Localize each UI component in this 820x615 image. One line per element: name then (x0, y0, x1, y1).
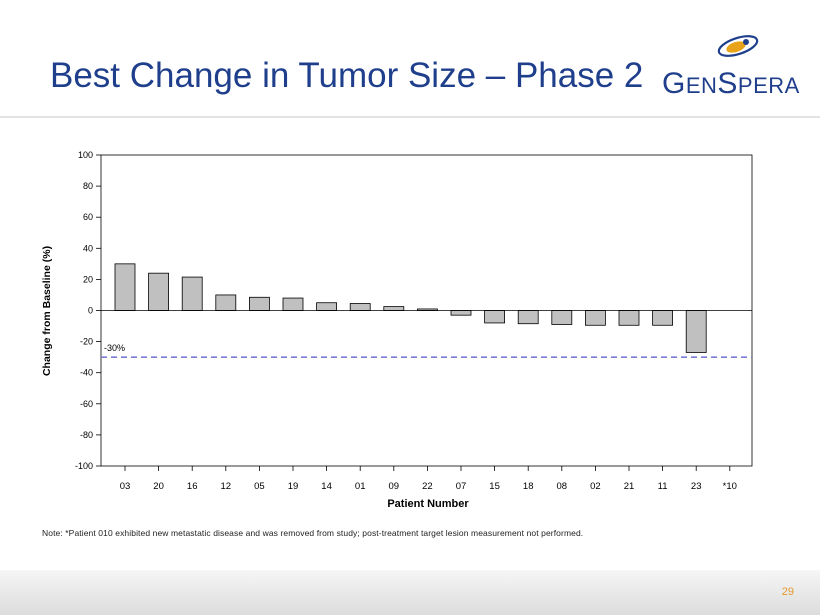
x-tick-label: 08 (557, 481, 568, 492)
x-tick-label: 15 (489, 481, 500, 492)
bar-08 (551, 310, 573, 325)
y-tick-label: 100 (78, 150, 93, 160)
y-tick-label: -100 (75, 461, 93, 471)
y-tick-label: 0 (88, 306, 93, 316)
y-tick-label: -20 (80, 337, 93, 347)
bar-21 (618, 310, 640, 326)
x-tick-label: *10 (723, 481, 737, 492)
slide-title: Best Change in Tumor Size – Phase 2 (50, 56, 644, 95)
y-axis: 100 80 60 40 20 0 -20 -40 -60 -80 -100 (75, 150, 101, 471)
y-tick-label: -60 (80, 399, 93, 409)
x-tick-label: 18 (523, 481, 534, 492)
y-tick-label: -40 (80, 368, 93, 378)
bar-23 (685, 310, 707, 353)
x-axis-title: Patient Number (387, 498, 469, 510)
x-tick-label: 20 (153, 481, 164, 492)
x-tick-label: 03 (120, 481, 131, 492)
x-tick-label: 11 (658, 481, 668, 492)
bar-07 (450, 310, 472, 316)
y-axis-title: Change from Baseline (%) (41, 246, 53, 376)
x-tick-label: 21 (624, 481, 635, 492)
x-tick-label: 12 (221, 481, 232, 492)
y-tick-label: -80 (80, 430, 93, 440)
bar-11 (652, 310, 673, 326)
bar-19 (282, 297, 304, 311)
bar-12 (215, 294, 237, 311)
bar-05 (248, 296, 270, 311)
x-tick-label: 01 (355, 481, 366, 492)
bar-09 (383, 306, 405, 311)
x-tick-label: 19 (288, 481, 299, 492)
footer-band (0, 570, 820, 615)
genspera-logo: GENSPERA (660, 30, 810, 100)
bar-03 (114, 263, 136, 311)
bar-20 (148, 272, 170, 311)
y-tick-label: 80 (83, 181, 93, 191)
bar-01 (349, 303, 371, 311)
y-tick-label: 60 (83, 212, 93, 222)
y-tick-label: 40 (83, 243, 93, 253)
page-number: 29 (781, 586, 794, 598)
bar-14 (316, 302, 338, 311)
bar-15 (484, 310, 506, 324)
x-tick-label: 09 (389, 481, 400, 492)
bar-18 (517, 310, 539, 325)
waterfall-chart: 100 80 60 40 20 0 -20 -40 -60 -80 -100 03 20 16 12 05 1… (41, 150, 753, 510)
threshold-label: -30% (104, 343, 125, 353)
bars-group (114, 263, 707, 353)
x-tick-label: 23 (691, 481, 702, 492)
logo-swoosh-icon (717, 35, 759, 57)
bar-02 (585, 310, 606, 326)
x-tick-label: 22 (422, 481, 433, 492)
x-tick-label: 16 (187, 481, 198, 492)
x-axis: 03 20 16 12 05 19 14 01 09 22 07 15 18 08 02 21 11 23 *10 (120, 466, 737, 492)
bar-16 (181, 276, 203, 311)
logo-wordmark: GENSPERA (662, 67, 800, 100)
x-tick-label: 02 (590, 481, 601, 492)
y-tick-label: 20 (83, 274, 93, 284)
x-tick-label: 05 (254, 481, 265, 492)
x-tick-label: 07 (456, 481, 467, 492)
footnote: Note: *Patient 010 exhibited new metasta… (42, 528, 584, 538)
x-tick-label: 14 (321, 481, 332, 492)
title-divider (0, 116, 820, 118)
